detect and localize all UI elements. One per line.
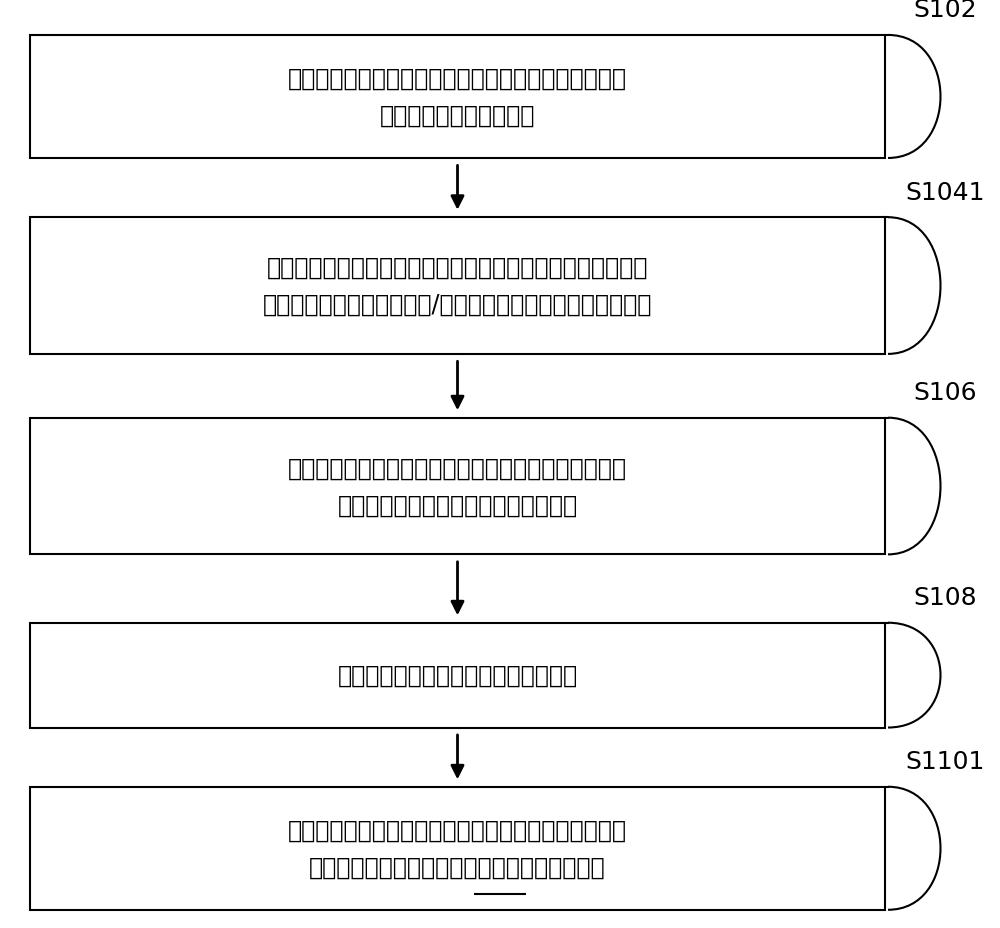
Text: 在太阳能电池片第一工作面的多个主栅位置上覆盖导电
胶，得到第一目标电池片: 在太阳能电池片第一工作面的多个主栅位置上覆盖导电 胶，得到第一目标电池片 [288, 67, 627, 128]
Text: S1041: S1041 [905, 180, 985, 204]
FancyBboxPatch shape [30, 623, 885, 728]
Text: S106: S106 [913, 380, 977, 405]
Text: S1101: S1101 [905, 750, 985, 773]
Text: 按照第二目标电池片上预设的分割线，对第二目标电池
片进行分割处理，得到多个电池片单元: 按照第二目标电池片上预设的分割线，对第二目标电池 片进行分割处理，得到多个电池片… [288, 456, 627, 517]
Text: S102: S102 [913, 0, 977, 22]
FancyBboxPatch shape [30, 787, 885, 909]
Text: 将所述电池串设置在第二预设环境内，以使导电胶膜中
的第二树脂发生第二交联反应，得到目标电池串: 将所述电池串设置在第二预设环境内，以使导电胶膜中 的第二树脂发生第二交联反应，得… [288, 818, 627, 879]
Text: 将多个电池片单元相粘合，得到电池串: 将多个电池片单元相粘合，得到电池串 [337, 664, 578, 688]
Text: 将第一目标电池片放置在第一预设环境内，以使导电胶中的第
一树脂发生第一交联反应和/或溶剂挥发，得到第二目标电池片: 将第一目标电池片放置在第一预设环境内，以使导电胶中的第 一树脂发生第一交联反应和… [263, 255, 652, 316]
FancyBboxPatch shape [30, 218, 885, 354]
FancyBboxPatch shape [30, 419, 885, 555]
Text: S108: S108 [913, 586, 977, 610]
FancyBboxPatch shape [30, 36, 885, 159]
